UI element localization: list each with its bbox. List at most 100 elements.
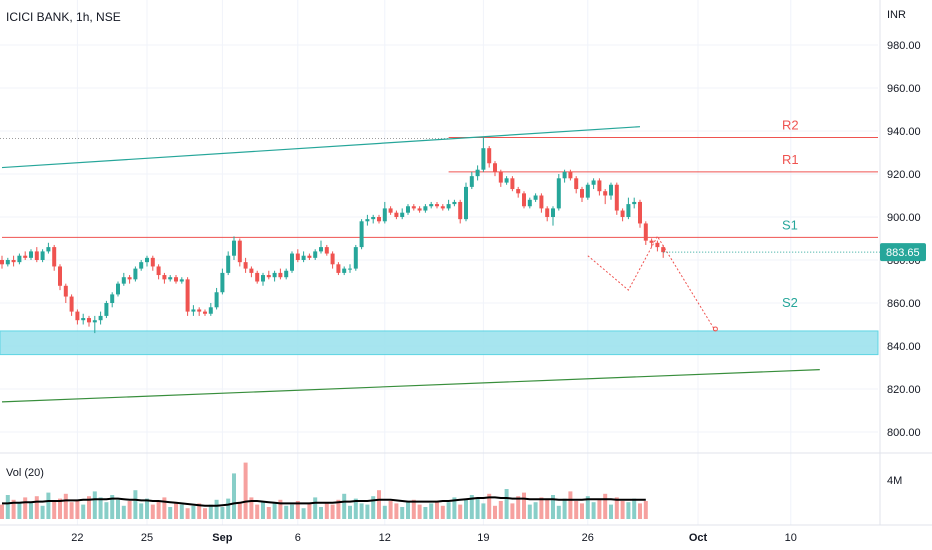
volume-bar: [493, 505, 497, 519]
volume-bar: [301, 508, 306, 519]
candle-body: [435, 204, 439, 207]
candle-body: [278, 272, 283, 278]
price-axis[interactable]: 980.00960.00940.00920.00900.00880.00860.…: [887, 40, 921, 439]
candle-body: [614, 184, 619, 211]
volume-bar: [121, 505, 126, 519]
candle-body: [255, 272, 260, 282]
candle-body: [353, 247, 358, 269]
volume-bar: [185, 508, 190, 519]
volume-bar: [522, 492, 526, 519]
volume-bar: [52, 501, 57, 519]
candle-body: [330, 253, 335, 265]
volume-bar: [168, 507, 173, 519]
volume-bar: [591, 502, 596, 519]
volume-bar: [377, 490, 381, 519]
projection-end-marker: [712, 326, 718, 332]
candle-body: [365, 219, 370, 222]
volume-bar: [498, 501, 503, 519]
volume-bar: [562, 498, 567, 519]
volume-bar: [394, 503, 399, 519]
candle-body: [179, 279, 184, 282]
candle-body: [110, 294, 115, 303]
volume-bar: [220, 507, 225, 519]
volume-bar: [179, 504, 184, 519]
candle-body: [371, 217, 376, 220]
trend-channel-lines: [1, 126, 820, 403]
candle-body: [533, 195, 538, 200]
time-axis[interactable]: 22 25 Sep 6 12 19 26 Oct 10: [71, 532, 797, 544]
candle-body: [145, 257, 149, 263]
volume-bar: [255, 504, 260, 519]
chart-title: ICICI BANK, 1h, NSE: [6, 10, 121, 24]
volume-bar: [371, 496, 376, 519]
volume-bar: [46, 492, 51, 519]
candle-body: [388, 208, 393, 213]
time-tick-label: 26: [582, 532, 594, 544]
volume-pane: [0, 462, 648, 519]
candle-body: [168, 277, 173, 280]
volume-bar: [464, 499, 468, 519]
candle-body: [249, 268, 254, 273]
volume-bar: [237, 502, 242, 519]
candle-body: [75, 311, 80, 321]
channel-lower-line: [1, 369, 820, 403]
candle-body: [510, 178, 515, 190]
candle-body: [475, 169, 480, 177]
volume-bar: [533, 502, 538, 519]
volume-bar: [504, 489, 509, 519]
volume-bar: [214, 499, 219, 519]
candle-body: [5, 260, 10, 265]
volume-bar: [440, 505, 445, 519]
support-resistance-levels: R2 R1 S1 S2: [0, 117, 878, 310]
volume-bar: [243, 462, 248, 519]
volume-bar: [278, 499, 283, 519]
volume-bar: [603, 493, 608, 519]
level-label-r1: R1: [782, 152, 799, 167]
candle-body: [539, 195, 544, 209]
volume-bar: [295, 501, 300, 519]
volume-bar: [487, 493, 492, 519]
candle-body: [272, 272, 277, 278]
volume-bar: [87, 496, 91, 519]
candle-body: [284, 270, 289, 278]
volume-bar: [336, 499, 341, 519]
volume-bar: [313, 497, 318, 519]
volume-bar: [17, 503, 22, 519]
candle-body: [17, 255, 22, 263]
volume-label: Vol (20): [6, 467, 44, 479]
volume-bar: [249, 497, 254, 519]
candle-body: [243, 262, 248, 269]
price-tag-icon: [880, 243, 926, 262]
volume-bar: [609, 504, 613, 519]
candle-body: [417, 208, 422, 211]
candle-body: [464, 186, 468, 220]
candle-body: [63, 285, 68, 297]
level-label-s1: S1: [782, 217, 798, 232]
volume-bar: [545, 499, 550, 519]
volume-bar: [92, 491, 97, 519]
time-tick-label: 25: [141, 532, 153, 544]
volume-bar: [40, 505, 45, 519]
candle-body: [481, 148, 486, 170]
time-tick-label: Oct: [689, 532, 708, 544]
candle-body: [493, 163, 497, 172]
volume-bar: [29, 502, 33, 519]
candle-body: [127, 277, 132, 280]
volume-bar: [348, 505, 352, 519]
volume-bar: [597, 499, 602, 519]
price-tick-label: 940.00: [887, 126, 921, 138]
candle-body: [150, 257, 155, 267]
candle-body: [609, 184, 613, 196]
candle-body: [562, 171, 567, 179]
candle-body: [307, 255, 312, 258]
volume-bar: [365, 504, 370, 519]
volume-bar: [423, 507, 428, 519]
candle-body: [359, 221, 364, 248]
candle-body: [301, 255, 306, 260]
candle-body: [336, 264, 341, 273]
volume-bar: [638, 503, 642, 519]
candle-body: [261, 275, 265, 282]
candle-body: [0, 260, 4, 265]
volume-bar: [620, 501, 625, 519]
